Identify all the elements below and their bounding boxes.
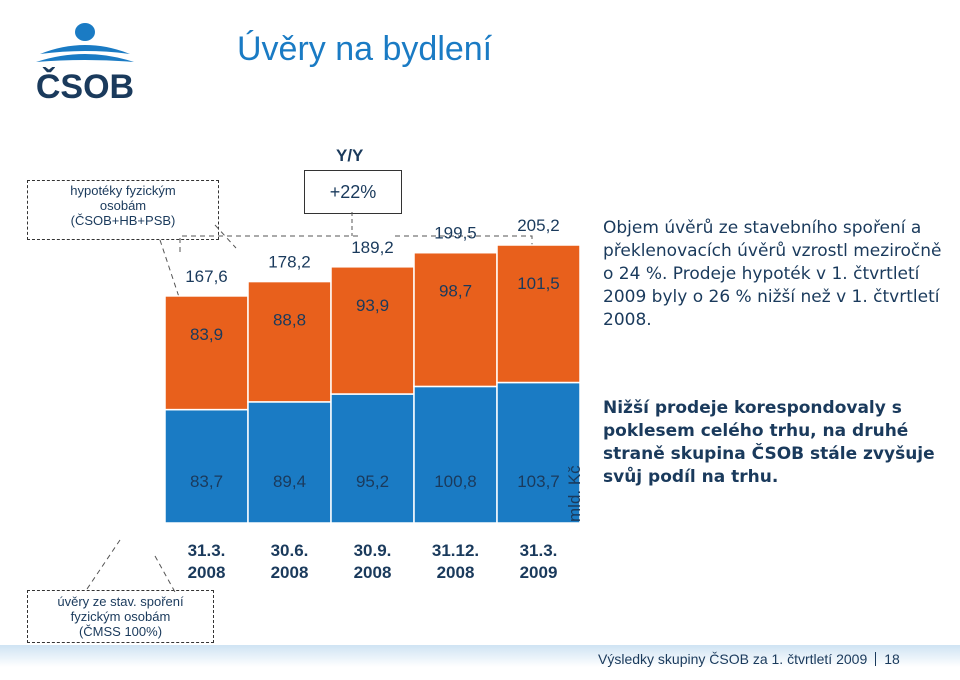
data-label-mortgages: 88,8	[273, 311, 306, 330]
callout-mortgages-line2: osobám	[99, 198, 147, 213]
x-tick-label-line2: 2008	[271, 563, 309, 582]
yy-growth-value: +22%	[329, 181, 377, 202]
x-tick-label-line2: 2008	[188, 563, 226, 582]
x-tick-label-line1: 31.12.	[432, 541, 479, 560]
x-tick-label-line1: 30.6.	[271, 541, 309, 560]
yy-growth-box: +22%	[304, 170, 402, 214]
commentary-paragraph-2: Nižší prodeje korespondovaly s poklesem …	[603, 398, 935, 487]
footer-separator	[875, 652, 877, 666]
data-label-building-savings: 100,8	[434, 472, 477, 491]
bar-building-savings	[164, 408, 249, 524]
callout-savings-line3: (ČMSS 100%)	[78, 624, 163, 639]
data-label-building-savings: 95,2	[356, 472, 389, 491]
bar-mortgages	[164, 295, 249, 411]
bar-mortgages	[247, 280, 332, 403]
footer-text: Výsledky skupiny ČSOB za 1. čtvrtletí 20…	[598, 651, 868, 667]
page-title: Úvěry na bydlení	[237, 30, 493, 68]
data-label-mortgages: 93,9	[356, 296, 389, 315]
yy-bracket-left	[179, 235, 360, 252]
callout-top-connector	[159, 224, 237, 301]
callout-building-savings: úvěry ze stav. spoření fyzickým osobám (…	[27, 590, 214, 643]
data-label-total: 189,2	[351, 238, 394, 257]
x-tick-label-line2: 2008	[437, 563, 475, 582]
bar-mortgages	[330, 266, 415, 395]
x-tick-label-line2: 2009	[520, 563, 558, 582]
data-label-total: 199,5	[434, 224, 477, 243]
data-label-mortgages: 101,5	[517, 274, 560, 293]
callout-mortgages-line3: (ČSOB+HB+PSB)	[70, 213, 176, 228]
commentary-paragraph-1: Objem úvěrů ze stavebního spoření a přek…	[603, 218, 942, 330]
callout-savings-line2: fyzickým osobám	[70, 609, 171, 624]
logo-text: ČSOB	[36, 67, 134, 106]
bar-mortgages	[496, 244, 581, 384]
csob-logo: ČSOB	[36, 23, 134, 106]
x-tick-label-line1: 31.3.	[188, 541, 226, 560]
data-label-total: 167,6	[185, 267, 228, 286]
callout-bottom-connector	[84, 539, 176, 593]
bar-building-savings	[413, 385, 498, 524]
bar-building-savings	[330, 393, 415, 524]
callout-savings-line1: úvěry ze stav. spoření	[57, 594, 184, 609]
data-label-mortgages: 98,7	[439, 282, 472, 301]
data-label-building-savings: 103,7	[517, 472, 560, 491]
footer-band	[0, 645, 960, 667]
page-number: 18	[884, 651, 900, 667]
callout-mortgages-line1: hypotéky fyzickým	[70, 183, 176, 198]
footer: Výsledky skupiny ČSOB za 1. čtvrtletí 20…	[598, 651, 900, 667]
unit-label: mld. Kč	[565, 465, 584, 522]
data-label-building-savings: 89,4	[273, 472, 306, 491]
data-label-total: 205,2	[517, 216, 560, 235]
x-tick-label-line2: 2008	[354, 563, 392, 582]
data-label-total: 178,2	[268, 253, 311, 272]
x-tick-label-line1: 30.9.	[354, 541, 392, 560]
data-label-mortgages: 83,9	[190, 325, 223, 344]
callout-mortgages: hypotéky fyzickým osobám (ČSOB+HB+PSB)	[27, 180, 219, 240]
bar-building-savings	[496, 381, 581, 524]
data-label-building-savings: 83,7	[190, 472, 223, 491]
bar-building-savings	[247, 401, 332, 524]
x-tick-label-line1: 31.3.	[520, 541, 558, 560]
bar-mortgages	[413, 251, 498, 388]
yy-label: Y/Y	[336, 146, 364, 165]
